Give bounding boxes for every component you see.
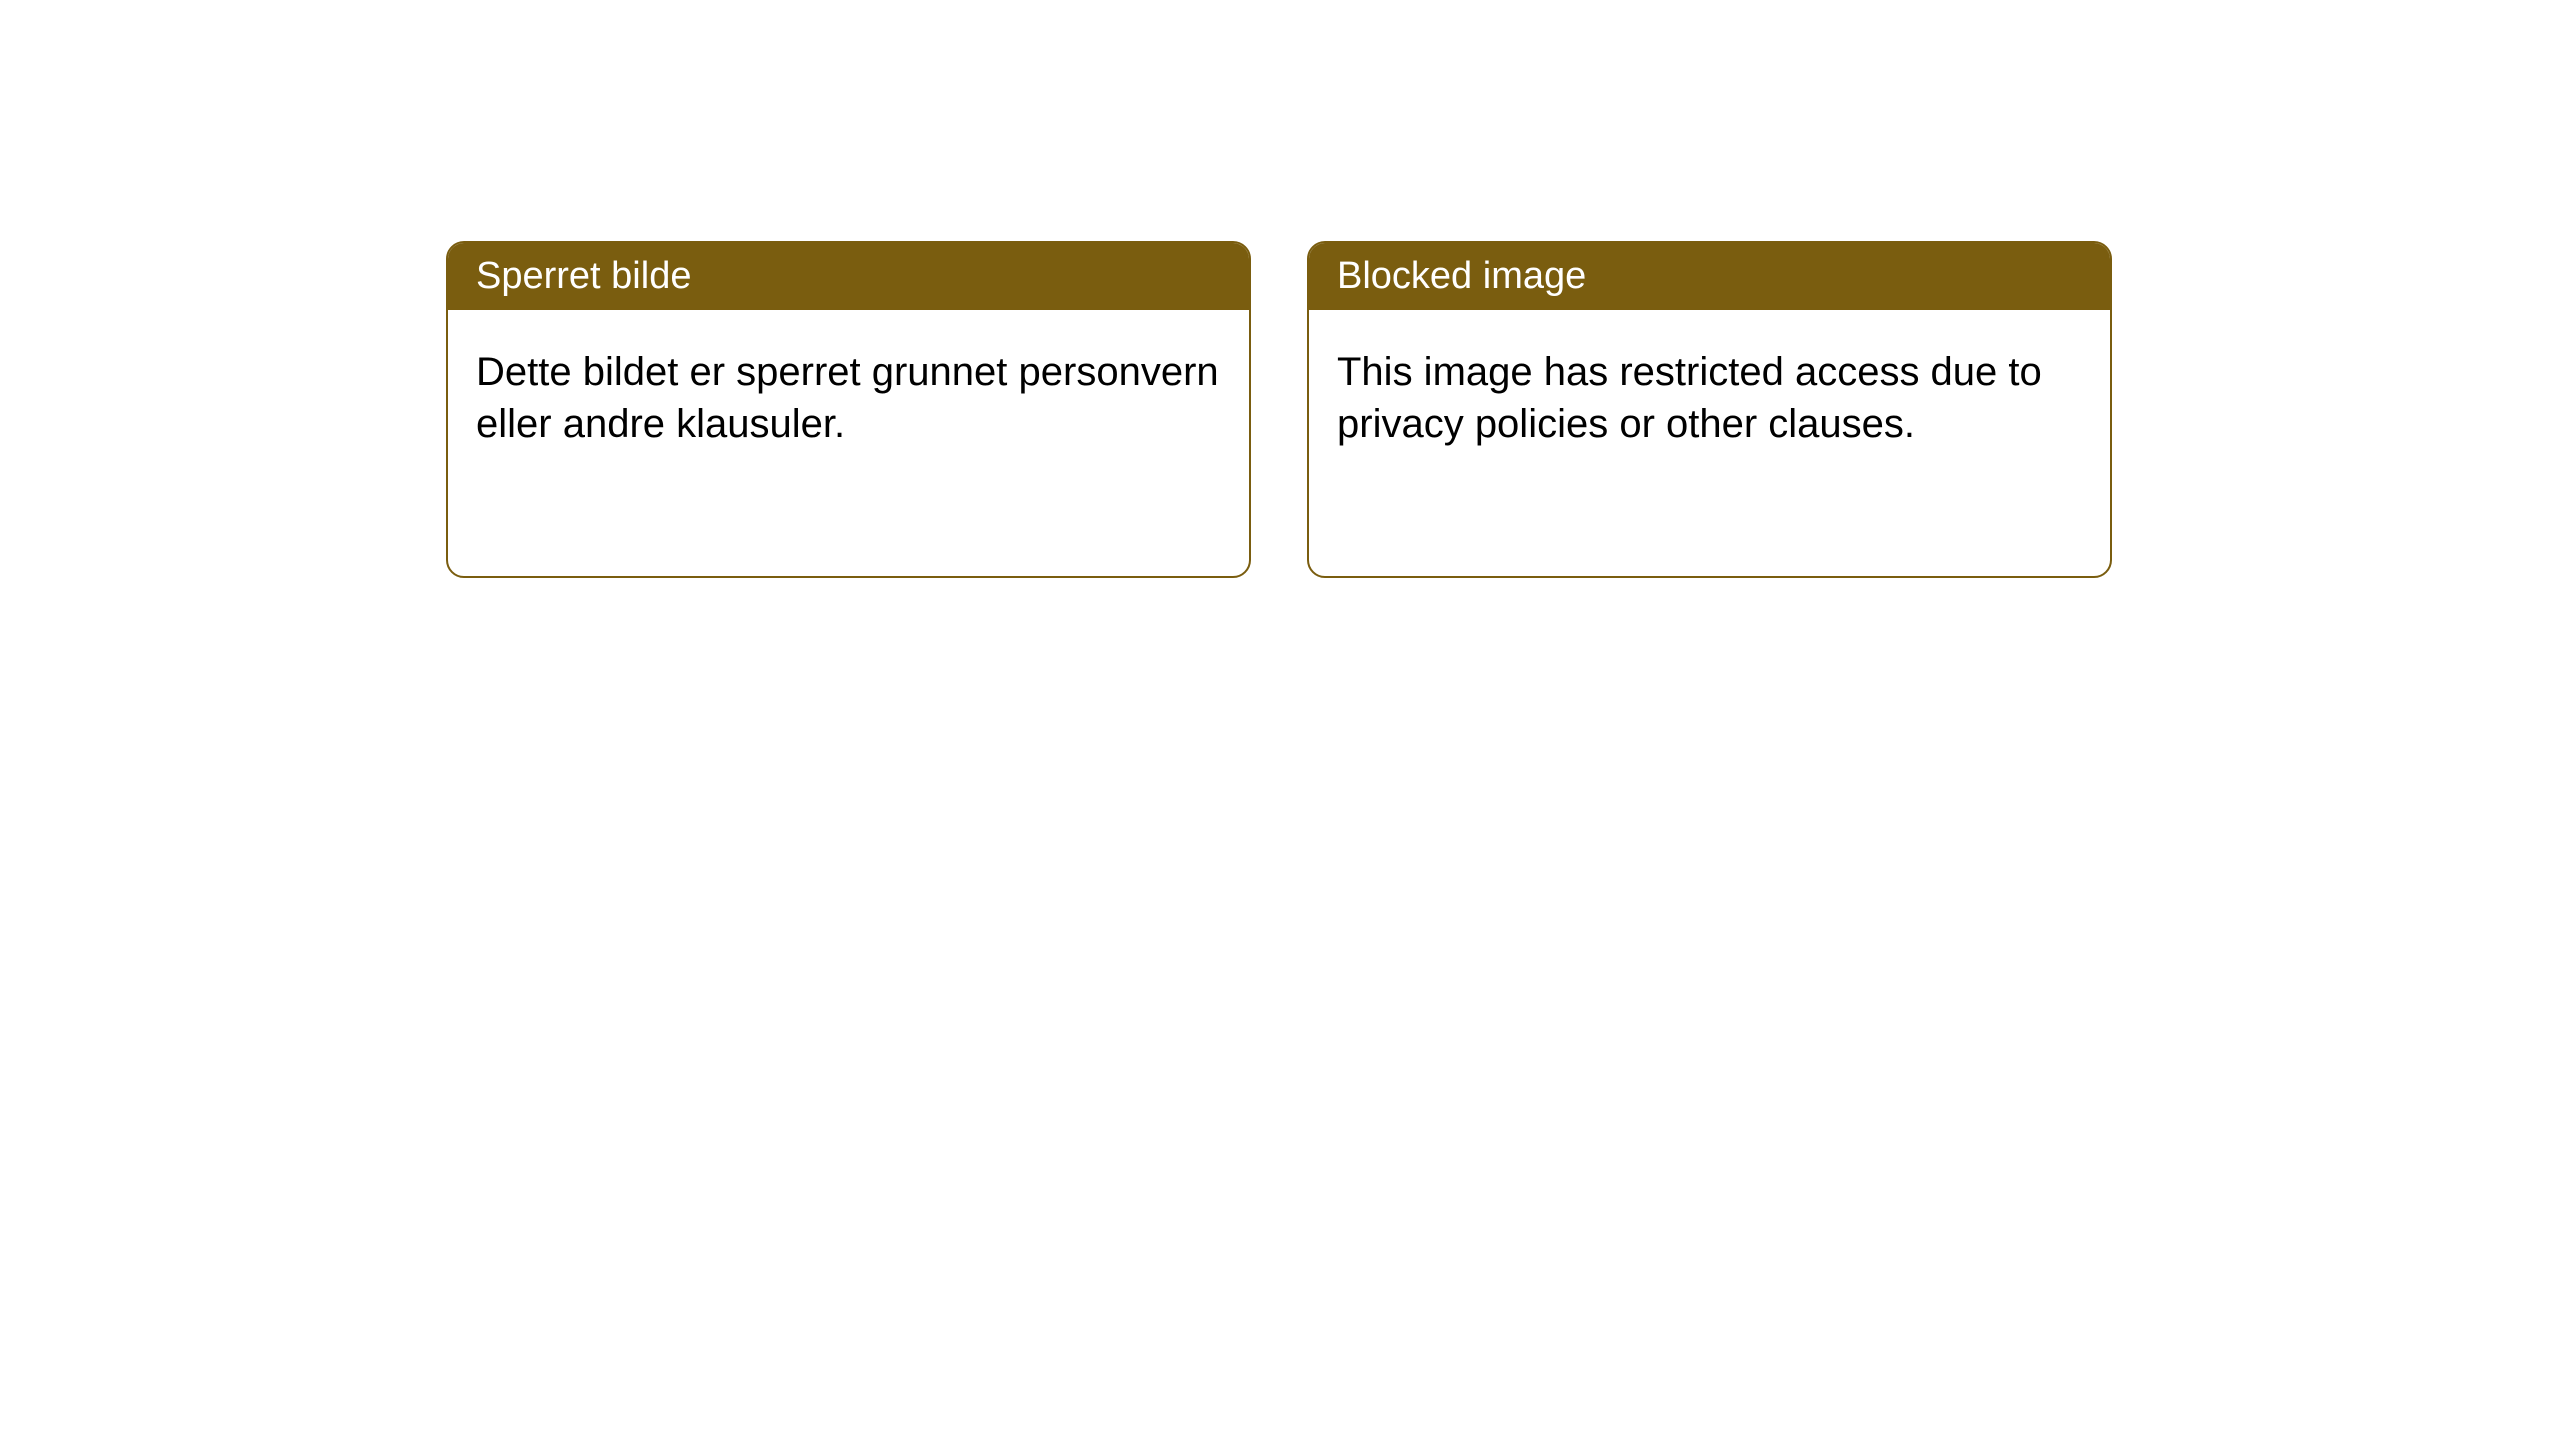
notice-card-no: Sperret bilde Dette bildet er sperret gr… (446, 241, 1251, 578)
notice-header-en: Blocked image (1309, 243, 2110, 310)
notice-header-no: Sperret bilde (448, 243, 1249, 310)
notice-body-en: This image has restricted access due to … (1309, 310, 2110, 486)
notice-card-en: Blocked image This image has restricted … (1307, 241, 2112, 578)
notice-container: Sperret bilde Dette bildet er sperret gr… (446, 241, 2112, 578)
notice-body-no: Dette bildet er sperret grunnet personve… (448, 310, 1249, 486)
